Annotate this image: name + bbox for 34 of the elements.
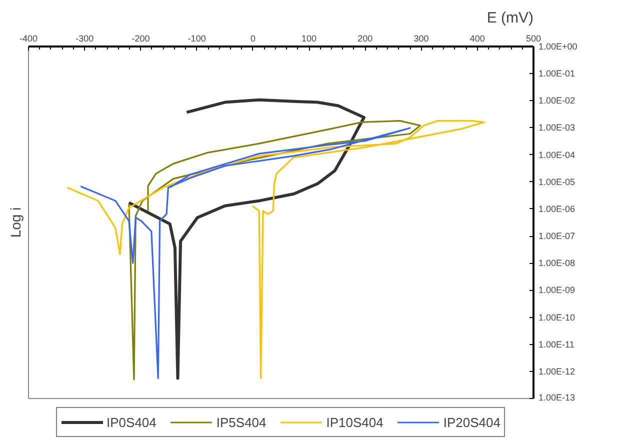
y-tick-label: 1.00E-04 bbox=[538, 150, 576, 160]
line-series bbox=[66, 120, 485, 380]
line-series bbox=[80, 127, 411, 380]
y-tick-label: 1.00E-01 bbox=[538, 68, 576, 79]
y-tick-label: 1.00E-06 bbox=[538, 204, 576, 214]
x-tick-label: 400 bbox=[470, 34, 485, 44]
y-tick-label: 1.00E-05 bbox=[538, 176, 576, 187]
y-tick-label: 1.00E-12 bbox=[538, 366, 576, 376]
y-tick-label: 1.00E-02 bbox=[538, 96, 576, 106]
y-tick-label: 1.00E-03 bbox=[538, 122, 576, 133]
x-tick-label: 300 bbox=[414, 34, 429, 44]
y-tick-label: 1.00E-09 bbox=[538, 285, 576, 296]
y-tick-label: 1.00E-10 bbox=[538, 312, 576, 322]
line-series bbox=[128, 120, 421, 380]
y-tick-label: 1.00E-13 bbox=[538, 392, 576, 402]
x-axis-title: E (mV) bbox=[486, 10, 534, 26]
legend-label: IP0S404 bbox=[106, 414, 156, 430]
x-tick-label: -100 bbox=[188, 34, 206, 44]
legend-label: IP10S404 bbox=[326, 414, 384, 430]
x-tick-label: -400 bbox=[19, 34, 38, 44]
x-tick-label: 0 bbox=[250, 34, 256, 44]
legend-label: IP20S404 bbox=[443, 414, 500, 430]
x-tick-label: -300 bbox=[76, 34, 94, 44]
x-tick-label: 200 bbox=[358, 34, 373, 44]
y-tick-label: 1.00E-08 bbox=[538, 258, 576, 268]
legend-label: IP5S404 bbox=[216, 414, 266, 430]
y-axis-title: Log i bbox=[8, 207, 24, 238]
line-series bbox=[127, 98, 366, 380]
x-tick-label: -200 bbox=[132, 34, 150, 44]
y-tick-label: 1.00E-11 bbox=[538, 339, 574, 350]
y-tick-label: 1.00E+00 bbox=[538, 42, 578, 52]
x-tick-label: 100 bbox=[302, 34, 317, 44]
y-tick-label: 1.00E-07 bbox=[538, 231, 576, 242]
x-tick-label: 500 bbox=[526, 34, 542, 44]
